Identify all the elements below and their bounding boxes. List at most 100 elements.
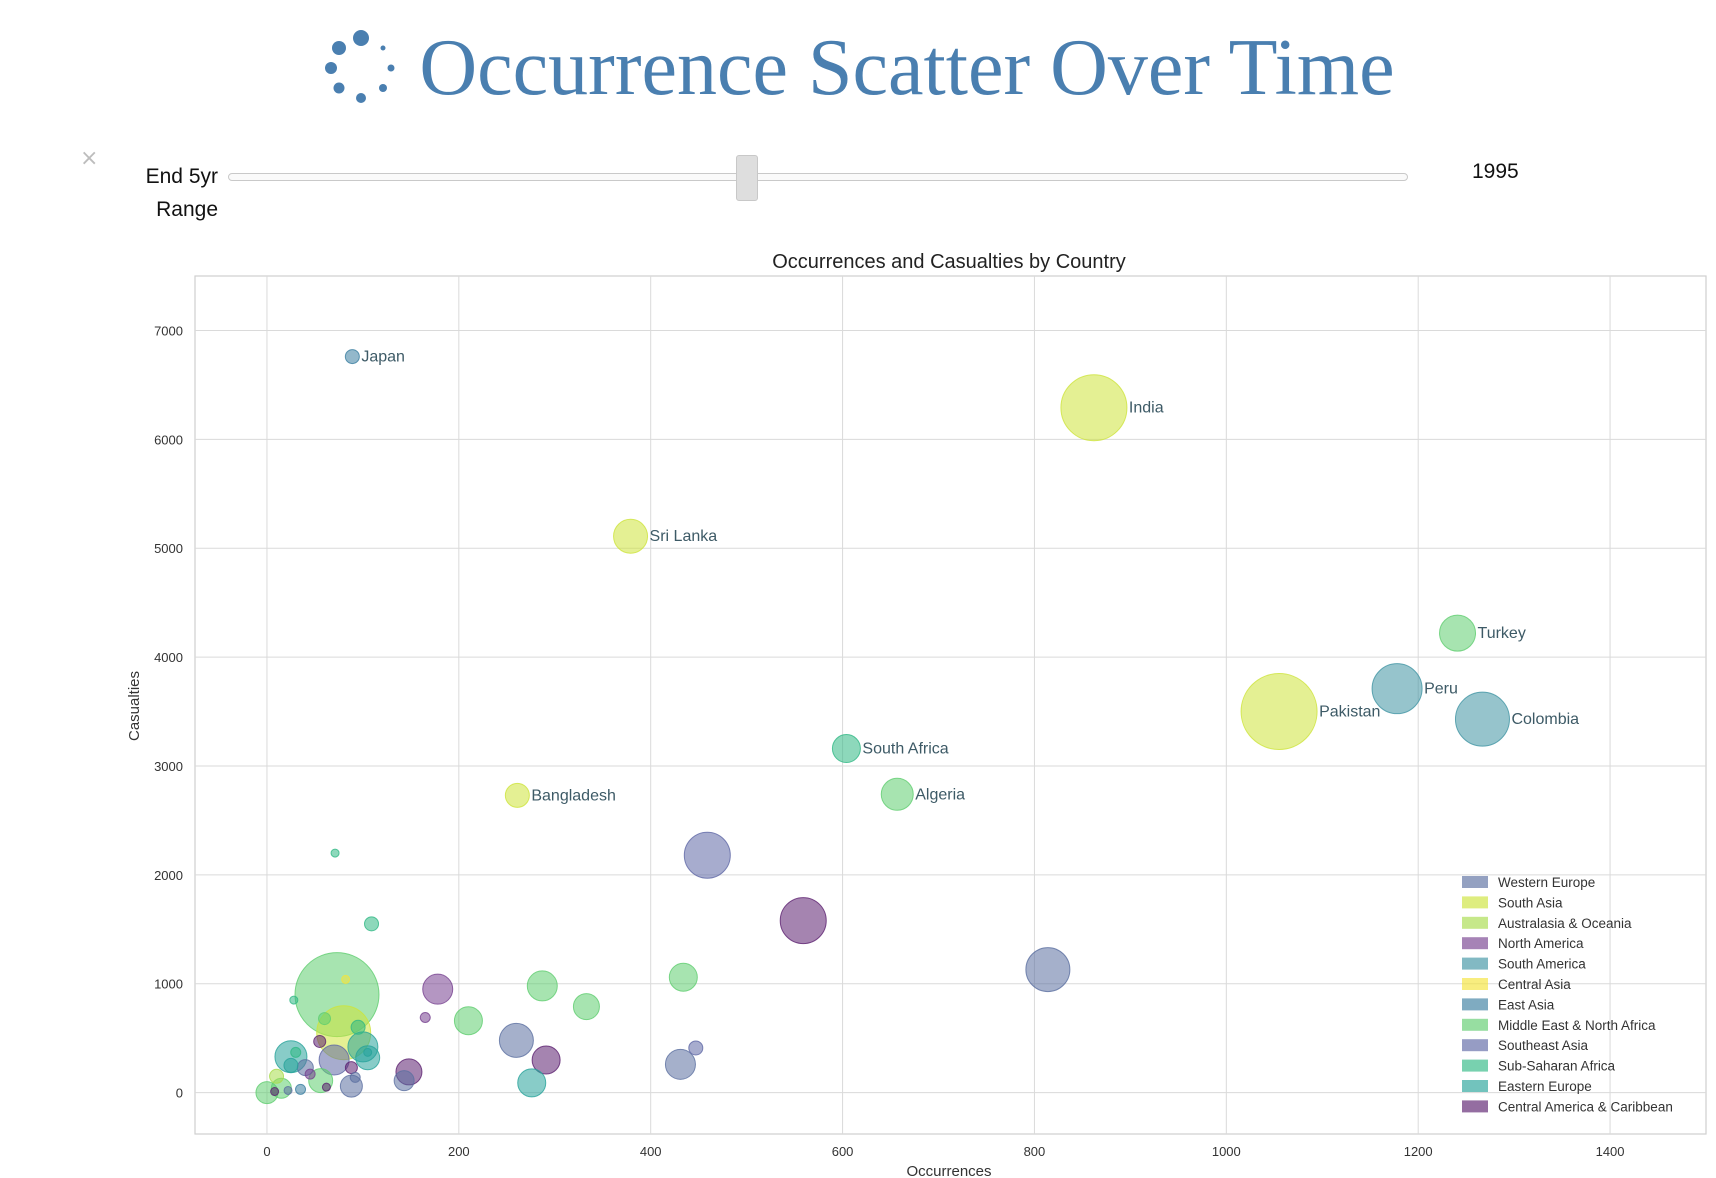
y-tick-label: 1000: [154, 977, 183, 992]
legend-swatch: [1462, 1018, 1488, 1031]
data-point: [1240, 673, 1318, 751]
data-point: [355, 1045, 381, 1071]
data-point: [364, 916, 380, 932]
legend-swatch: [1462, 978, 1488, 990]
legend-swatch: [1462, 1059, 1488, 1072]
data-point: [363, 1047, 373, 1057]
data-point: [688, 1040, 704, 1056]
page-header: Occurrence Scatter Over Time: [0, 18, 1716, 118]
data-point: [1439, 614, 1477, 652]
data-point: [321, 1082, 331, 1092]
legend-entry: Central Asia: [1498, 977, 1571, 992]
data-point: [290, 1046, 302, 1058]
data-point: [683, 831, 731, 879]
x-tick-label: 0: [263, 1144, 270, 1159]
x-tick-label: 800: [1024, 1144, 1046, 1159]
point-label: Bangladesh: [531, 787, 616, 804]
legend-entry: Southeast Asia: [1498, 1038, 1589, 1053]
point-label: Pakistan: [1319, 704, 1380, 721]
y-tick-label: 7000: [154, 323, 183, 338]
y-tick-label: 3000: [154, 759, 183, 774]
y-tick-label: 0: [176, 1086, 183, 1101]
data-point: [531, 1045, 561, 1075]
legend-swatch: [1462, 998, 1488, 1011]
legend-entry: Australasia & Oceania: [1498, 916, 1632, 931]
legend-entry: Sub-Saharan Africa: [1498, 1059, 1616, 1074]
legend-swatch: [1462, 876, 1488, 888]
data-point: [880, 777, 914, 811]
slider-label-line2: Range: [156, 198, 218, 221]
legend-entry: North America: [1498, 936, 1584, 951]
data-point: [393, 1070, 415, 1092]
data-point: [270, 1087, 280, 1097]
point-label: Peru: [1424, 681, 1458, 698]
y-tick-label: 4000: [154, 650, 183, 665]
chart-title: Occurrences and Casualties by Country: [772, 251, 1126, 273]
data-point: [613, 518, 649, 554]
data-point: [349, 1071, 361, 1083]
legend-entry: Middle East & North Africa: [1498, 1018, 1656, 1033]
x-tick-label: 400: [640, 1144, 662, 1159]
data-point: [283, 1085, 293, 1095]
point-label: Turkey: [1478, 625, 1526, 642]
year-range-slider[interactable]: [228, 173, 1408, 181]
legend-entry: South Asia: [1498, 895, 1563, 910]
data-point: [1025, 947, 1071, 993]
point-label: India: [1129, 400, 1164, 417]
legend-swatch: [1462, 896, 1488, 909]
data-point: [344, 349, 360, 365]
x-tick-label: 1000: [1212, 1144, 1241, 1159]
slider-label-line1: End 5yr: [145, 165, 218, 188]
data-point: [1454, 691, 1510, 747]
data-point: [269, 1068, 285, 1084]
point-labels: Japan India Sri Lanka Turkey Peru Pakistan Col…: [361, 349, 1579, 805]
data-point: [318, 1012, 332, 1026]
legend-swatch: [1462, 916, 1488, 929]
legend-entry: Central America & Caribbean: [1498, 1099, 1673, 1114]
x-tick-label: 600: [832, 1144, 854, 1159]
data-point: [419, 1011, 431, 1023]
data-point: [422, 973, 454, 1005]
data-point: [779, 897, 827, 945]
data-point: [517, 1068, 547, 1098]
legend-swatch: [1462, 937, 1488, 950]
data-point: [289, 995, 299, 1005]
x-tick-label: 200: [448, 1144, 470, 1159]
data-point: [526, 970, 558, 1002]
data-point: [668, 962, 698, 992]
page-title: Occurrence Scatter Over Time: [419, 23, 1395, 112]
data-point: [504, 782, 530, 808]
slider-label: End 5yr Range: [110, 160, 218, 226]
data-point: [498, 1022, 534, 1058]
data-point: [295, 1083, 307, 1095]
x-tick-label: 1400: [1596, 1144, 1625, 1159]
data-point: [831, 734, 861, 764]
point-label: Japan: [361, 349, 405, 366]
x-tick-label: 1200: [1404, 1144, 1433, 1159]
point-label: Colombia: [1511, 711, 1579, 728]
legend-swatch: [1462, 1080, 1488, 1092]
data-point: [341, 974, 351, 984]
y-tick-label: 6000: [154, 432, 183, 447]
legend-entry: Western Europe: [1498, 875, 1595, 890]
legend-swatch: [1462, 1039, 1488, 1052]
legend: Western Europe South Asia Australasia & Oc…: [1462, 875, 1673, 1114]
data-point: [344, 1061, 358, 1075]
x-axis-label: Occurrences: [906, 1163, 991, 1178]
y-tick-label: 2000: [154, 868, 183, 883]
data-point: [304, 1068, 316, 1080]
data-point: [313, 1034, 327, 1048]
data-point: [350, 1019, 366, 1035]
point-label: South Africa: [862, 741, 948, 758]
close-icon[interactable]: ×: [80, 146, 99, 171]
legend-entry: Eastern Europe: [1498, 1079, 1592, 1094]
data-point: [453, 1006, 483, 1036]
data-point: [572, 993, 600, 1021]
legend-entry: East Asia: [1498, 997, 1555, 1012]
data-points: [255, 349, 1510, 1105]
point-label: Algeria: [915, 786, 965, 803]
slider-handle[interactable]: [736, 155, 759, 201]
data-point: [1371, 663, 1423, 715]
slider-value: 1995: [1472, 160, 1519, 183]
data-point: [1060, 374, 1128, 442]
